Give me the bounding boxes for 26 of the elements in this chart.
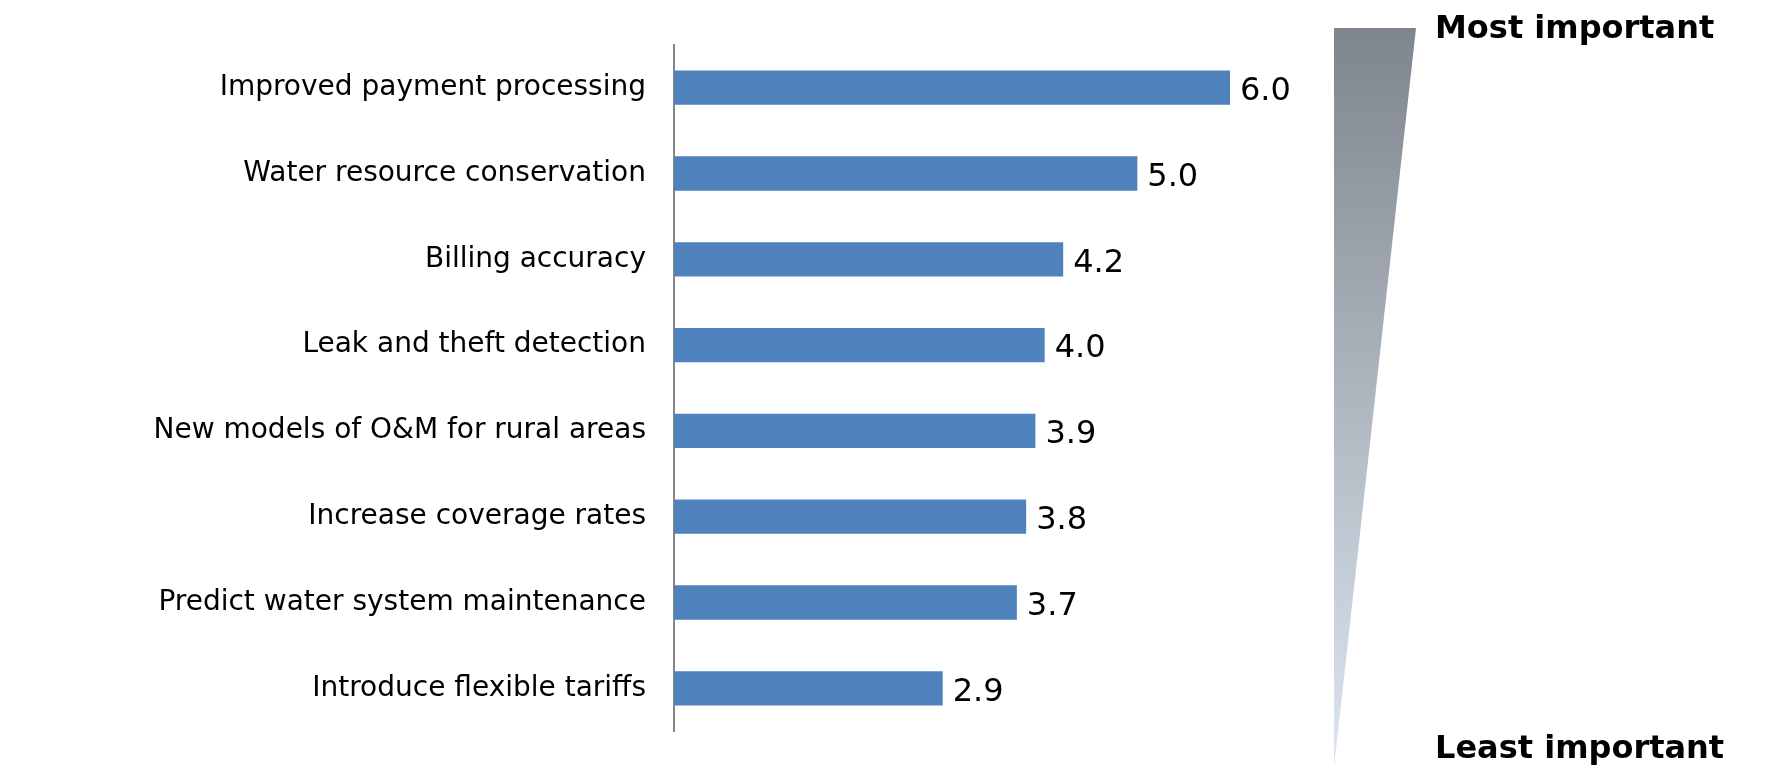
bar bbox=[674, 585, 1017, 620]
text: Most important bbox=[1435, 8, 1715, 46]
text: Least important bbox=[1435, 728, 1725, 766]
data-label: 3.8 bbox=[1036, 499, 1088, 538]
bar bbox=[674, 242, 1064, 277]
y-tick-label: Predict water system maintenance bbox=[158, 583, 646, 617]
bar bbox=[674, 156, 1138, 191]
y-tick-label: Water resource conservation bbox=[243, 154, 646, 188]
data-label: 3.7 bbox=[1026, 584, 1078, 623]
bar bbox=[674, 671, 943, 706]
data-label: 5.0 bbox=[1147, 155, 1199, 194]
data-label: 4.0 bbox=[1054, 327, 1106, 366]
bar bbox=[674, 70, 1230, 105]
data-label: 3.9 bbox=[1045, 413, 1097, 452]
y-tick-label: Improved payment processing bbox=[219, 68, 646, 102]
bar bbox=[674, 327, 1045, 363]
data-label: 6.0 bbox=[1240, 70, 1291, 109]
y-tick-label: Leak and theft detection bbox=[302, 326, 646, 360]
y-tick-label: Increase coverage rates bbox=[308, 497, 646, 531]
y-tick-label: Billing accuracy bbox=[424, 240, 646, 274]
bar bbox=[674, 413, 1036, 449]
y-tick-label: New models of O&M for rural areas bbox=[153, 412, 646, 446]
bar bbox=[674, 499, 1027, 534]
y-tick-label: Introduce flexible tariffs bbox=[312, 669, 646, 703]
data-label: 2.9 bbox=[952, 670, 1004, 709]
data-label: 4.2 bbox=[1073, 241, 1125, 280]
